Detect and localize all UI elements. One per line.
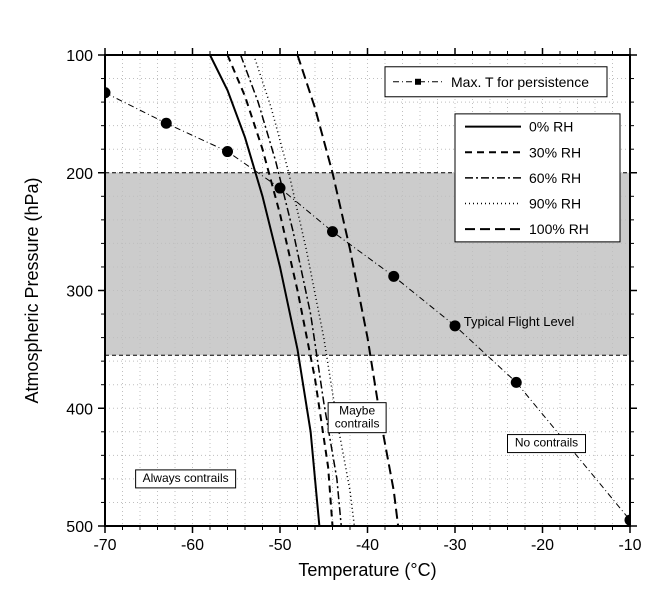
- y-tick-label: 100: [66, 48, 93, 65]
- y-tick-label: 200: [66, 166, 93, 183]
- persistence-marker: [327, 226, 338, 237]
- legend-persistence-label: Max. T for persistence: [451, 74, 589, 90]
- y-tick-label: 300: [66, 284, 93, 301]
- y-tick-label: 400: [66, 401, 93, 418]
- chart-container: { "chart": { "type": "line", "width": 67…: [0, 0, 670, 596]
- x-tick-label: -70: [93, 537, 116, 554]
- x-tick-label: -60: [181, 537, 204, 554]
- flight-level-label: Typical Flight Level: [464, 314, 575, 329]
- x-axis-label: Temperature (°C): [298, 560, 436, 580]
- x-tick-label: -10: [618, 537, 641, 554]
- x-tick-label: -40: [356, 537, 379, 554]
- legend-rh-label: 100% RH: [529, 221, 589, 237]
- persistence-marker: [222, 146, 233, 157]
- region-label-text: Always contrails: [143, 471, 229, 485]
- persistence-marker: [450, 320, 461, 331]
- contrail-chart: -70 -60 -50 -40 -30 -20 -10 100 200 300 400 500 Temp…: [0, 0, 670, 596]
- persistence-marker: [275, 183, 286, 194]
- legend-rh-label: 0% RH: [529, 119, 573, 135]
- region-label-text: Maybe: [339, 404, 375, 418]
- legend-rh-label: 60% RH: [529, 170, 581, 186]
- region-label-text: contrails: [335, 417, 380, 431]
- x-tick-label: -20: [531, 537, 554, 554]
- y-axis-label: Atmospheric Pressure (hPa): [22, 177, 42, 403]
- region-label-text: No contrails: [515, 436, 578, 450]
- persistence-marker: [511, 377, 522, 388]
- persistence-marker: [388, 271, 399, 282]
- legend-rh-label: 30% RH: [529, 144, 581, 160]
- x-tick-label: -50: [268, 537, 291, 554]
- x-tick-label: -30: [443, 537, 466, 554]
- y-tick-label: 500: [66, 519, 93, 536]
- legend-rh-label: 90% RH: [529, 195, 581, 211]
- persistence-marker: [161, 118, 172, 129]
